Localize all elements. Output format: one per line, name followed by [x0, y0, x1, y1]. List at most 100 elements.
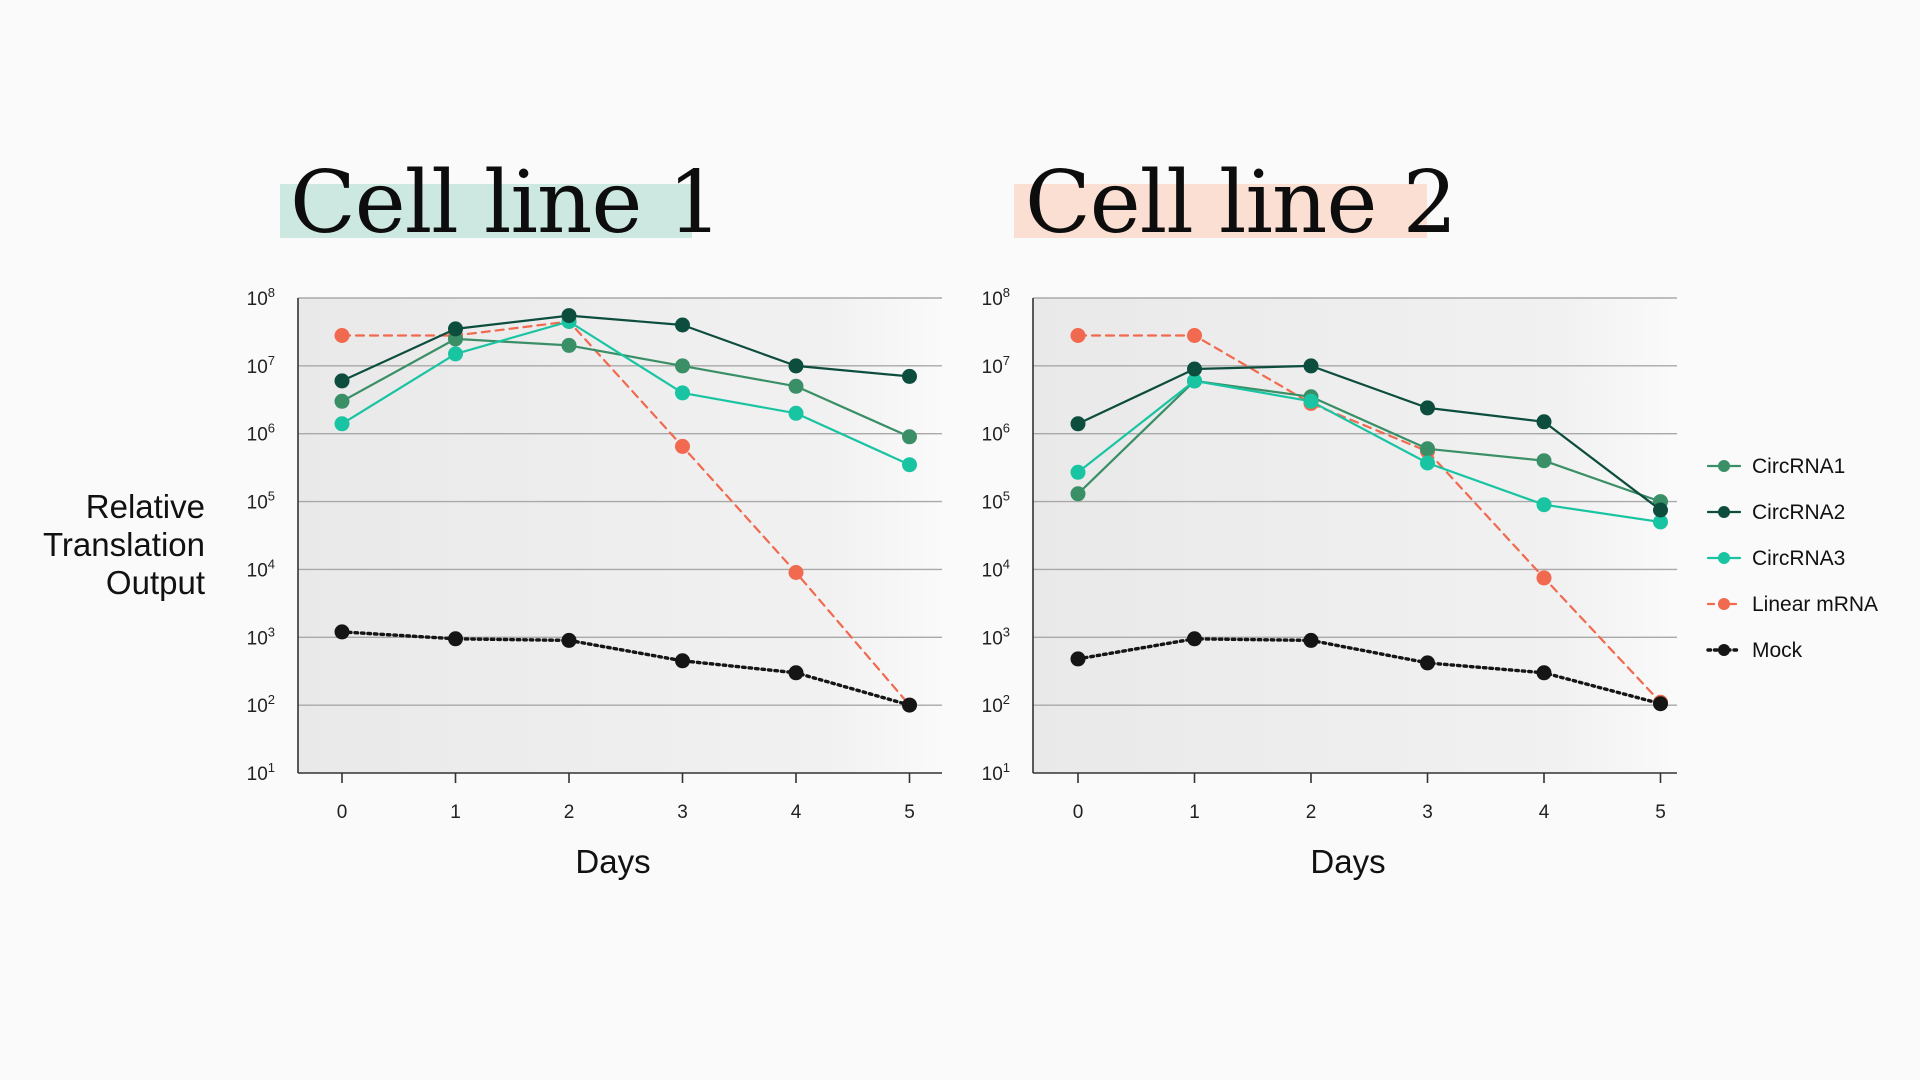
series-linear-point	[334, 328, 350, 343]
series-mock-point	[1187, 631, 1202, 647]
y-tick-label: 106	[982, 421, 1010, 446]
y-tick-label: 101	[982, 760, 1010, 785]
y-tick-label: 104	[982, 556, 1010, 581]
chart-2-title: Cell line 2	[1025, 153, 1457, 253]
x-tick-label: 1	[1189, 802, 1200, 823]
x-tick-label: 4	[791, 802, 802, 823]
series-linear-line	[340, 320, 911, 707]
series-circ2-point	[1303, 358, 1319, 374]
y-tick-label: 103	[247, 624, 275, 649]
series-circ2-point	[902, 368, 917, 384]
chart-1-title-highlight	[280, 184, 692, 238]
series-circ3-point	[334, 416, 350, 432]
series-linear-point	[675, 438, 690, 454]
x-tick-label: 2	[564, 802, 575, 823]
legend-label: Mock	[1752, 639, 1803, 662]
chart-2-plot-area	[1033, 298, 1677, 773]
series-circ3-point	[1070, 464, 1086, 480]
series-mock-point	[1420, 655, 1435, 671]
legend-label: Linear mRNA	[1752, 593, 1878, 616]
series-circ1-point	[1420, 441, 1435, 457]
series-mock-point	[675, 653, 690, 669]
series-circ3-point	[788, 405, 804, 421]
legend: CircRNA1 CircRNA2 CircRNA3 Linear mRNA Mock	[1706, 455, 1878, 662]
x-tick-label: 0	[337, 802, 348, 823]
y-tick-label: 104	[247, 556, 275, 581]
series-circ1-point	[1070, 486, 1086, 502]
y-tick-label: 102	[982, 692, 1010, 717]
chart-2: 101 102 103 104 105 106 107 108 0 1 2 3 4 5	[982, 285, 1677, 823]
series-circ3-point	[448, 346, 463, 362]
y-tick-label: 101	[247, 760, 275, 785]
y-axis-label: Relative Translation Output	[42, 488, 205, 601]
series-circ3-point	[1420, 455, 1435, 471]
chart-1-x-axis-label: Days	[575, 843, 651, 880]
x-tick-label: 5	[904, 802, 915, 823]
y-tick-label: 105	[247, 489, 275, 514]
series-circ2-point	[448, 321, 463, 337]
y-tick-label: 105	[982, 489, 1010, 514]
series-circ3-point	[902, 457, 917, 473]
legend-marker	[1718, 460, 1730, 472]
series-linear-point	[788, 565, 804, 580]
x-tick-label: 3	[1422, 802, 1433, 823]
legend-label: CircRNA1	[1752, 455, 1845, 478]
series-mock-point	[1653, 696, 1668, 712]
series-mock-point	[1303, 632, 1319, 648]
series-mock-point	[448, 631, 463, 647]
series-mock-point	[1070, 651, 1086, 667]
chart-1: 101 102 103 104 105 106 107 108 0 1 2 3 4 5	[247, 285, 942, 823]
chart-2-title-highlight	[1014, 184, 1427, 238]
chart-2-x-axis-label: Days	[1310, 843, 1386, 880]
series-circ2-point	[1070, 416, 1086, 432]
x-tick-label: 1	[450, 802, 461, 823]
series-mock-point	[788, 665, 804, 681]
series-circ2-point	[1653, 502, 1668, 518]
y-tick-label: 103	[982, 624, 1010, 649]
x-tick-label: 2	[1306, 802, 1317, 823]
series-circ2-point	[1536, 414, 1552, 430]
series-mock-line	[340, 630, 912, 707]
series-circ3-point	[1303, 393, 1319, 409]
series-circ2-line	[1076, 364, 1662, 512]
y-tick-label: 107	[247, 353, 275, 378]
series-mock-line	[1076, 637, 1663, 706]
x-tick-label: 5	[1655, 802, 1666, 823]
series-mock-point	[1536, 665, 1552, 681]
series-circ3-line	[340, 320, 911, 466]
legend-marker	[1718, 644, 1730, 656]
series-mock-point	[902, 697, 917, 713]
y-tick-label: 102	[247, 692, 275, 717]
series-linear-line	[1076, 334, 1662, 704]
series-circ2-point	[788, 358, 804, 374]
y-tick-label: 107	[982, 353, 1010, 378]
series-circ3-point	[1536, 497, 1552, 513]
series-circ1-point	[1536, 453, 1552, 469]
series-circ3-line	[1076, 379, 1662, 524]
series-circ1-line	[1076, 379, 1662, 503]
legend-label: CircRNA2	[1752, 501, 1845, 524]
series-circ2-point	[561, 308, 577, 324]
series-mock-point	[561, 632, 577, 648]
series-circ1-point	[675, 358, 690, 374]
legend-marker	[1718, 598, 1730, 610]
chart-1-title: Cell line 1	[290, 153, 722, 253]
legend-label: CircRNA3	[1752, 547, 1845, 570]
x-tick-label: 3	[677, 802, 688, 823]
series-circ1-point	[902, 429, 917, 445]
series-circ1-point	[561, 337, 577, 353]
series-circ1-point	[788, 378, 804, 394]
series-circ2-point	[1420, 400, 1435, 416]
series-linear-point	[1187, 328, 1202, 343]
y-tick-label: 106	[247, 421, 275, 446]
y-tick-label: 108	[247, 285, 275, 310]
series-circ2-line	[340, 314, 911, 382]
series-circ3-point	[1653, 514, 1668, 530]
legend-marker	[1718, 552, 1730, 564]
series-mock-point	[334, 624, 350, 640]
chart-1-plot-area	[298, 298, 942, 773]
y-tick-label: 108	[982, 285, 1010, 310]
series-circ1-point	[334, 393, 350, 409]
